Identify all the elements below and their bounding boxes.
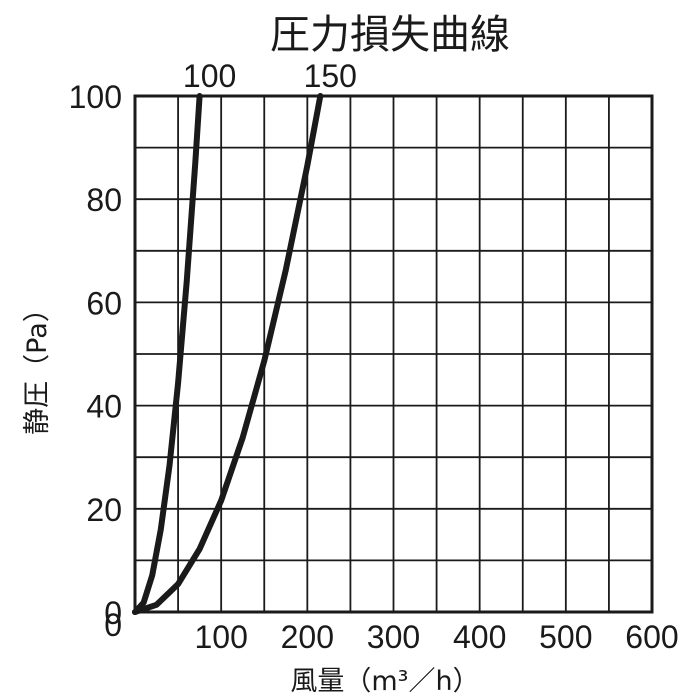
- series-line-100: [132, 93, 203, 615]
- grid-lines: [135, 96, 652, 612]
- y-tick-labels: 0 20 40 60 80 100: [69, 79, 122, 631]
- x-tick-labels: 100 200 300 400 500 600: [194, 619, 678, 655]
- x-tick-label-origin: 0: [104, 607, 122, 643]
- y-axis-label: 静圧（Pa）: [22, 295, 53, 435]
- series-label-150: 150: [304, 58, 357, 94]
- y-tick-label: 100: [69, 79, 122, 115]
- y-tick-label: 40: [86, 389, 122, 425]
- x-tick-label: 200: [281, 619, 334, 655]
- x-tick-label: 400: [453, 619, 506, 655]
- x-tick-label: 100: [194, 619, 247, 655]
- curves: [132, 93, 324, 615]
- x-tick-label: 300: [367, 619, 420, 655]
- x-tick-label: 500: [539, 619, 592, 655]
- y-tick-label: 60: [86, 285, 122, 321]
- chart-title: 圧力損失曲線: [270, 12, 510, 58]
- y-tick-label: 20: [86, 492, 122, 528]
- series-label-100: 100: [183, 58, 236, 94]
- y-tick-label: 80: [86, 182, 122, 218]
- x-tick-label: 600: [625, 619, 678, 655]
- x-axis-label: 風量（m³／h）: [290, 666, 479, 697]
- y-tick-label: 0: [104, 595, 122, 631]
- series-labels: 100 150: [183, 58, 357, 94]
- series-line-150: [132, 93, 324, 615]
- plot-frame: [133, 94, 654, 614]
